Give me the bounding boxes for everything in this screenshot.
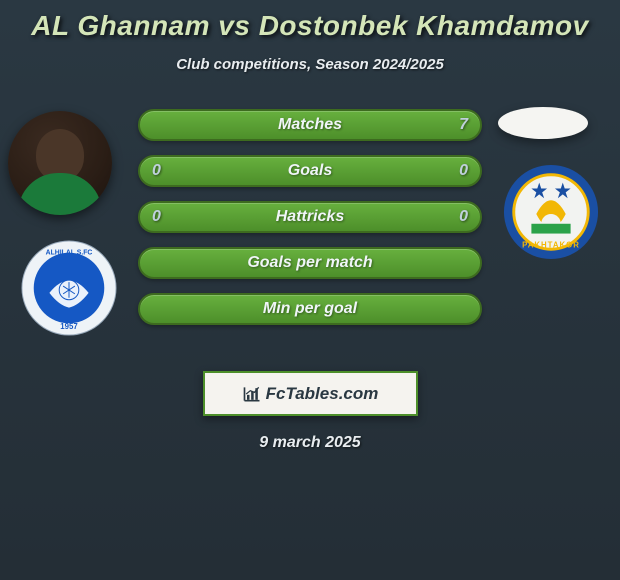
subtitle: Club competitions, Season 2024/2025 bbox=[0, 56, 620, 73]
club-right-badge: PAKHTAKOR bbox=[502, 163, 600, 261]
stat-label: Matches bbox=[278, 116, 342, 134]
page-title: AL Ghannam vs Dostonbek Khamdamov bbox=[0, 0, 620, 42]
svg-text:ALHILAL S.FC: ALHILAL S.FC bbox=[46, 250, 93, 257]
stat-row-min-per-goal: Min per goal bbox=[138, 293, 482, 325]
al-hilal-icon: ALHILAL S.FC 1957 bbox=[20, 239, 118, 337]
player-left-photo bbox=[8, 111, 112, 215]
stat-right-value: 0 bbox=[459, 162, 468, 180]
stat-left-value: 0 bbox=[152, 162, 161, 180]
stat-label: Goals per match bbox=[247, 254, 372, 272]
club-left-badge: ALHILAL S.FC 1957 bbox=[20, 239, 118, 337]
stat-row-goals-per-match: Goals per match bbox=[138, 247, 482, 279]
stat-label: Min per goal bbox=[263, 300, 357, 318]
stat-label: Hattricks bbox=[276, 208, 344, 226]
stat-right-value: 0 bbox=[459, 208, 468, 226]
date-text: 9 march 2025 bbox=[0, 434, 620, 452]
brand-box: FcTables.com bbox=[203, 371, 418, 416]
chart-icon bbox=[242, 384, 262, 404]
brand-text: FcTables.com bbox=[266, 384, 379, 404]
player-right-placeholder bbox=[498, 107, 588, 139]
svg-text:PAKHTAKOR: PAKHTAKOR bbox=[522, 240, 580, 249]
stat-right-value: 7 bbox=[459, 116, 468, 134]
pakhtakor-icon: PAKHTAKOR bbox=[502, 163, 600, 261]
stat-rows: Matches 7 0 Goals 0 0 Hattricks 0 Goals … bbox=[138, 103, 482, 325]
stat-row-hattricks: 0 Hattricks 0 bbox=[138, 201, 482, 233]
comparison-panel: ALHILAL S.FC 1957 PAKHTAKOR Matches 7 0 … bbox=[0, 103, 620, 363]
svg-text:1957: 1957 bbox=[60, 322, 78, 331]
stat-left-value: 0 bbox=[152, 208, 161, 226]
stat-label: Goals bbox=[288, 162, 332, 180]
stat-row-goals: 0 Goals 0 bbox=[138, 155, 482, 187]
stat-row-matches: Matches 7 bbox=[138, 109, 482, 141]
